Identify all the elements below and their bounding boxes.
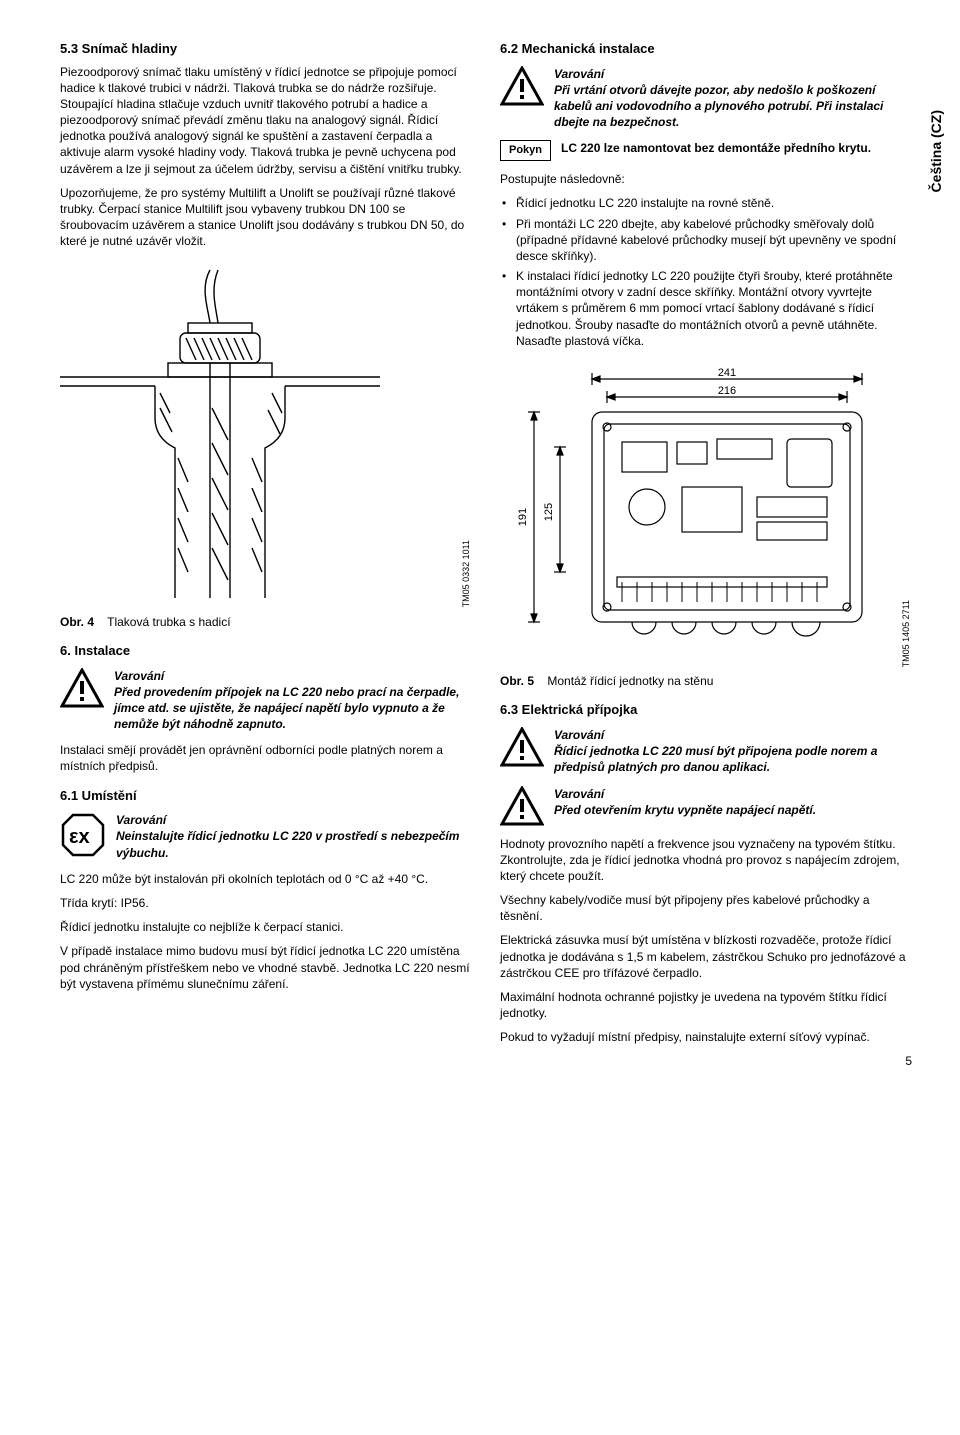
warning-6: Varování Před provedením přípojek na LC … xyxy=(60,668,472,733)
heading-6-1: 6.1 Umístění xyxy=(60,787,472,805)
language-tab: Čeština (CZ) xyxy=(927,110,946,192)
bullet-item: K instalaci řídicí jednotky LC 220 použi… xyxy=(500,268,912,349)
heading-6: 6. Instalace xyxy=(60,642,472,660)
para-6-1-a: LC 220 může být instalován při okolních … xyxy=(60,871,472,887)
warning-6-2: Varování Při vrtání otvorů dávejte pozor… xyxy=(500,66,912,131)
warning-icon xyxy=(500,786,544,826)
figure-4 xyxy=(60,268,454,602)
warning-icon xyxy=(60,668,104,708)
note-badge: Pokyn xyxy=(500,140,551,161)
heading-6-3: 6.3 Elektrická přípojka xyxy=(500,701,912,719)
page-number: 5 xyxy=(905,1053,912,1069)
warning-6-3a-title: Varování xyxy=(554,727,912,743)
para-6-3-e: Pokud to vyžadují místní předpisy, nains… xyxy=(500,1029,912,1045)
para-6-3-c: Elektrická zásuvka musí být umístěna v b… xyxy=(500,932,912,981)
fig5-tm-code: TM05 1405 2711 xyxy=(900,600,912,667)
para-5-3-a: Piezoodporový snímač tlaku umístěný v ří… xyxy=(60,64,472,177)
note-row: Pokyn LC 220 lze namontovat bez demontáž… xyxy=(500,140,912,161)
para-6-1-b: Třída krytí: IP56. xyxy=(60,895,472,911)
left-column: 5.3 Snímač hladiny Piezoodporový snímač … xyxy=(60,40,472,1054)
warning-6-1: εx Varování Neinstalujte řídicí jednotku… xyxy=(60,812,472,861)
warning-6-3a-body: Řídicí jednotka LC 220 musí být připojen… xyxy=(554,743,912,775)
dim-216: 216 xyxy=(718,385,736,397)
warning-6-1-body: Neinstalujte řídicí jednotku LC 220 v pr… xyxy=(116,828,472,860)
warning-6-3-a: Varování Řídicí jednotka LC 220 musí být… xyxy=(500,727,912,776)
dim-125: 125 xyxy=(543,503,555,521)
para-6-3-b: Všechny kabely/vodiče musí být připojeny… xyxy=(500,892,912,924)
figure-5: 241 216 191 125 xyxy=(500,367,894,661)
warning-6-2-title: Varování xyxy=(554,66,912,82)
figure-5-caption: Obr. 5 Montáž řídicí jednotky na stěnu xyxy=(500,673,912,689)
fig4-text: Tlaková trubka s hadicí xyxy=(107,615,230,629)
fig5-text: Montáž řídicí jednotky na stěnu xyxy=(547,674,713,688)
fig4-number: Obr. 4 xyxy=(60,615,94,629)
bullet-item: Při montáži LC 220 dbejte, aby kabelové … xyxy=(500,216,912,265)
warning-icon xyxy=(500,727,544,767)
right-column: 6.2 Mechanická instalace Varování Při vr… xyxy=(500,40,912,1054)
warning-icon xyxy=(500,66,544,106)
para-6-3-a: Hodnoty provozního napětí a frekvence js… xyxy=(500,836,912,885)
svg-text:εx: εx xyxy=(69,826,90,848)
warning-6-3b-title: Varování xyxy=(554,786,912,802)
para-6-a: Instalaci smějí provádět jen oprávnění o… xyxy=(60,742,472,774)
warning-6-3-b: Varování Před otevřením krytu vypněte na… xyxy=(500,786,912,826)
dim-241: 241 xyxy=(718,367,736,379)
warning-6-2-body: Při vrtání otvorů dávejte pozor, aby ned… xyxy=(554,82,912,131)
warning-6-body: Před provedením přípojek na LC 220 nebo … xyxy=(114,684,472,733)
note-text: LC 220 lze namontovat bez demontáže před… xyxy=(561,140,912,156)
bullet-item: Řídicí jednotku LC 220 instalujte na rov… xyxy=(500,195,912,211)
bullet-list-6-2: Řídicí jednotku LC 220 instalujte na rov… xyxy=(500,195,912,349)
warning-6-3b-body: Před otevřením krytu vypněte napájecí na… xyxy=(554,802,912,818)
fig5-number: Obr. 5 xyxy=(500,674,534,688)
fig4-tm-code: TM05 0332 1011 xyxy=(460,540,472,607)
para-6-1-d: V případě instalace mimo budovu musí být… xyxy=(60,943,472,992)
warning-6-1-title: Varování xyxy=(116,812,472,828)
para-6-3-d: Maximální hodnota ochranné pojistky je u… xyxy=(500,989,912,1021)
dim-191: 191 xyxy=(517,508,529,526)
ex-icon: εx xyxy=(60,812,106,858)
warning-6-title: Varování xyxy=(114,668,472,684)
para-5-3-b: Upozorňujeme, že pro systémy Multilift a… xyxy=(60,185,472,250)
heading-5-3: 5.3 Snímač hladiny xyxy=(60,40,472,58)
para-6-2-a: Postupujte následovně: xyxy=(500,171,912,187)
heading-6-2: 6.2 Mechanická instalace xyxy=(500,40,912,58)
figure-4-caption: Obr. 4 Tlaková trubka s hadicí xyxy=(60,614,472,630)
para-6-1-c: Řídicí jednotku instalujte co nejblíže k… xyxy=(60,919,472,935)
